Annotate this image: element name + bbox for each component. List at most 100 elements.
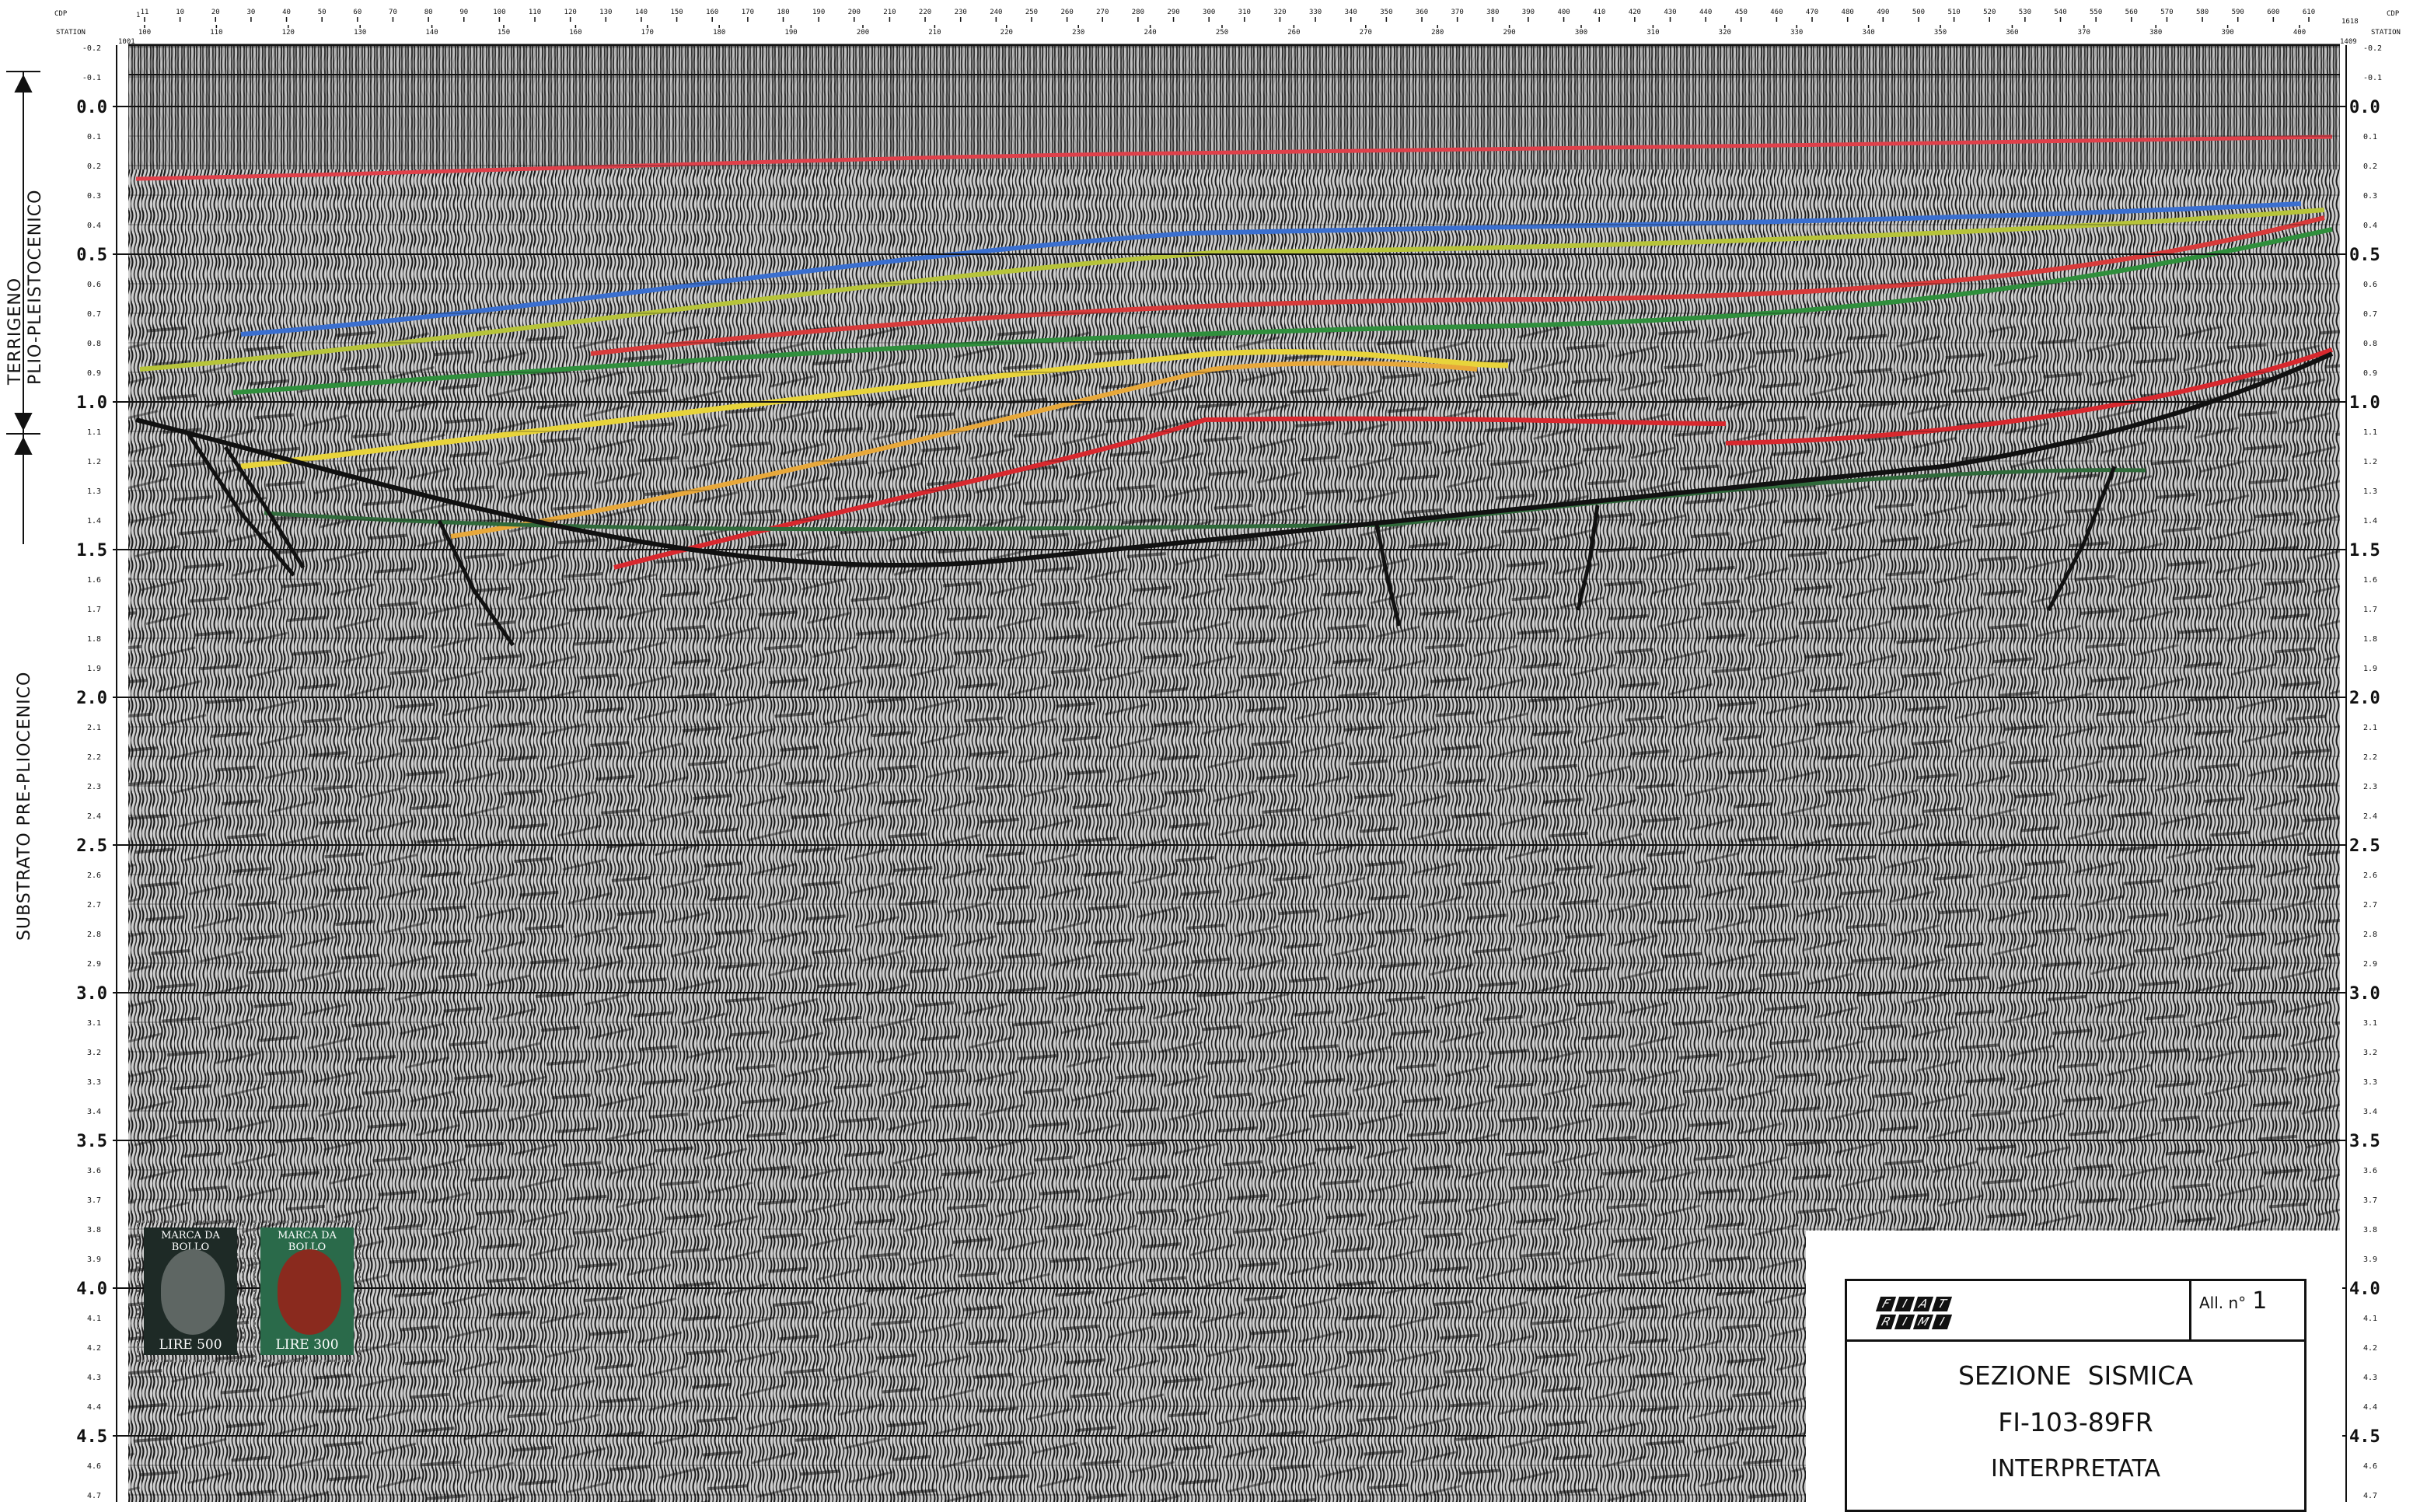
cdp-tick-label: 430	[1664, 9, 1676, 16]
time-minor-label-left: 1.3	[87, 487, 101, 496]
cdp-tick-label: 200	[848, 9, 861, 16]
cdp-tick-label: 440	[1699, 9, 1712, 16]
time-minor-label-left: 2.3	[87, 783, 101, 791]
time-major-label-right: 3.5	[2349, 1132, 2380, 1151]
fault-1	[184, 430, 295, 577]
time-major-label-right: 0.5	[2349, 246, 2380, 265]
cdp-tick-label: 480	[1842, 9, 1854, 16]
time-minor-label-right: -0.1	[2363, 74, 2382, 82]
cdp-tick-label: 170	[742, 9, 754, 16]
time-minor-label-right: 3.1	[2363, 1019, 2377, 1028]
time-minor-label-right: 4.3	[2363, 1374, 2377, 1382]
horizon-red-shallow	[135, 134, 2333, 181]
logo-letter: R	[1875, 1315, 1897, 1329]
cdp-first: 1	[136, 12, 140, 19]
time-minor-label-right: 1.8	[2363, 635, 2377, 644]
station-label-right: STATION	[2371, 29, 2401, 37]
time-major-label-right: 2.5	[2349, 836, 2380, 856]
cdp-tick-label: 340	[1345, 9, 1357, 16]
logo-letter: T	[1931, 1297, 1953, 1311]
cdp-tick-label: 350	[1380, 9, 1392, 16]
cdp-tick-label: 550	[2090, 9, 2102, 16]
time-major-label-left: 4.0	[76, 1280, 107, 1299]
time-minor-label-left: 4.2	[87, 1344, 101, 1353]
cdp-tick-label: 600	[2267, 9, 2279, 16]
time-minor-label-right: 4.7	[2363, 1492, 2377, 1500]
logo-letter: I	[1894, 1297, 1915, 1311]
time-major-label-left: 3.5	[76, 1132, 107, 1151]
time-minor-label-right: 3.2	[2363, 1049, 2377, 1057]
time-minor-label-right: 3.3	[2363, 1078, 2377, 1087]
fault-2	[223, 445, 306, 569]
cdp-tick-label: 320	[1273, 9, 1286, 16]
time-minor-label-right: 0.1	[2363, 133, 2377, 141]
cdp-tick-label: 300	[1203, 9, 1215, 16]
time-major-label-left: 4.5	[76, 1427, 107, 1447]
cdp-tick-label: 120	[564, 9, 577, 16]
time-axis-right: 0.0 0.5 1.0 1.5 2.0 2.5 3.0 3.5 4.0 4.5 -0.2 -0.1 0.…	[2345, 44, 2382, 1502]
station-tick-label: 110	[210, 29, 222, 37]
cdp-tick-label: 20	[211, 9, 220, 16]
time-minor-label-right: -0.2	[2363, 44, 2382, 53]
cdp-tick-label: 210	[883, 9, 896, 16]
cdp-tick-label: 130	[599, 9, 612, 16]
time-minor-label-right: 1.4	[2363, 517, 2377, 526]
station-tick-label: 170	[641, 29, 654, 37]
time-minor-label-left: -0.2	[82, 44, 101, 53]
time-minor-label-right: 3.8	[2363, 1226, 2377, 1234]
cdp-tick-label: 140	[635, 9, 648, 16]
stamp-300-value: LIRE 300	[275, 1337, 339, 1353]
title-line-3: INTERPRETATA	[1990, 1455, 2160, 1482]
cdp-tick-label: 110	[529, 9, 541, 16]
cdp-tick-label: 520	[1983, 9, 1996, 16]
station-tick-label: 320	[1719, 29, 1731, 37]
cdp-tick-label: 240	[990, 9, 1002, 16]
time-minor-label-left: 3.3	[87, 1078, 101, 1087]
time-minor-label-right: 4.2	[2363, 1344, 2377, 1353]
cdp-tick-label: 10	[176, 9, 184, 16]
station-tick-label: 270	[1360, 29, 1372, 37]
cdp-tick-label: 270	[1096, 9, 1109, 16]
cdp-tick-label: 360	[1416, 9, 1428, 16]
cdp-tick-label: 260	[1060, 9, 1073, 16]
time-major-label-left: 2.5	[76, 836, 107, 856]
time-minor-label-right: 0.6	[2363, 281, 2377, 289]
station-tick-label: 160	[569, 29, 581, 37]
title-line-2: FI-103-89FR	[1998, 1407, 2153, 1437]
cdp-tick-label: 390	[1522, 9, 1535, 16]
stamp-500-portrait	[161, 1249, 225, 1335]
logo-row-2: R I M I	[1875, 1315, 1979, 1329]
time-major-label-left: 3.0	[76, 984, 107, 1004]
time-minor-label-left: -0.1	[82, 74, 101, 82]
cdp-tick-label: 540	[2054, 9, 2066, 16]
cdp-tick-label: 580	[2196, 9, 2209, 16]
station-first: 1001	[118, 38, 135, 46]
horizon-yellow	[240, 349, 1509, 470]
time-gridlines	[113, 47, 2346, 1496]
time-minor-label-right: 2.2	[2363, 753, 2377, 762]
horizon-blue	[240, 201, 2302, 337]
cdp-label-left: CDP	[54, 10, 68, 18]
time-minor-label-left: 0.2	[87, 162, 101, 171]
horizon-yellowgreen	[139, 208, 2325, 372]
cdp-tick-label: 570	[2160, 9, 2173, 16]
time-minor-label-left: 3.4	[87, 1108, 101, 1116]
cdp-tick-label: 400	[1557, 9, 1570, 16]
time-minor-label-right: 2.9	[2363, 960, 2377, 969]
unit-bracket-upper	[6, 71, 40, 544]
time-minor-label-left: 3.7	[87, 1196, 101, 1205]
cdp-tick-label: 420	[1629, 9, 1641, 16]
cdp-tick-label: 610	[2303, 9, 2315, 16]
cdp-tick-label: 500	[1912, 9, 1925, 16]
station-tick-label: 330	[1790, 29, 1803, 37]
cdp-tick-label: 11	[141, 9, 149, 16]
title-header: F I A T R I M I All. n° 1	[1847, 1281, 2304, 1342]
time-minor-label-left: 2.6	[87, 871, 101, 880]
time-major-label-right: 2.0	[2349, 689, 2380, 708]
cdp-tick-label: 560	[2125, 9, 2138, 16]
revenue-stamp-300: MARCA DA BOLLO LIRE 300	[253, 1220, 361, 1362]
station-tick-label: 300	[1575, 29, 1587, 37]
time-minor-label-right: 0.7	[2363, 310, 2377, 319]
time-minor-label-left: 4.3	[87, 1374, 101, 1382]
time-minor-label-left: 1.1	[87, 428, 101, 437]
